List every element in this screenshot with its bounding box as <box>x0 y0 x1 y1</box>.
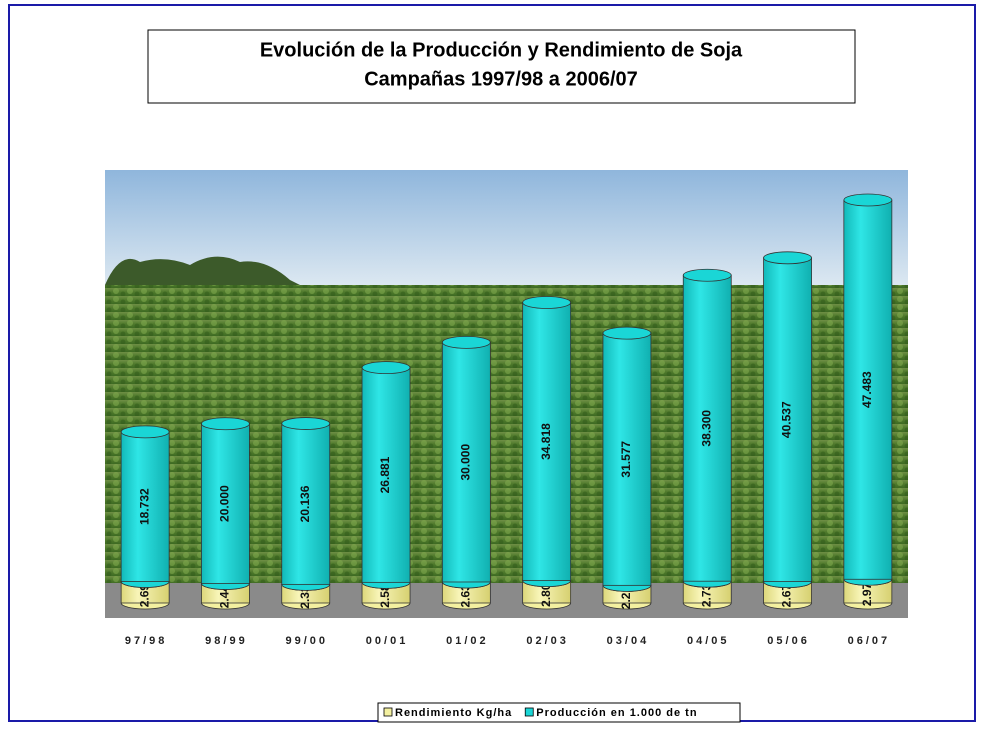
value-label: 20.136 <box>298 485 312 522</box>
bar <box>763 257 812 583</box>
value-label: 38.300 <box>699 410 713 447</box>
cylinder-top <box>120 425 170 439</box>
legend-box <box>377 702 741 723</box>
bar <box>201 423 250 584</box>
bar <box>120 431 170 582</box>
cylinder-top <box>682 268 732 282</box>
bar <box>361 367 411 583</box>
x-tick-label: 02/03 <box>526 635 569 647</box>
cylinder-top <box>201 417 250 431</box>
title-box <box>147 29 856 104</box>
legend-label: Rendimiento Kg/ha <box>395 707 512 719</box>
x-tick-label: 04/05 <box>687 635 730 647</box>
x-tick-label: 05/06 <box>767 635 810 647</box>
bar <box>441 341 491 583</box>
bar <box>522 302 572 582</box>
cylinder-top <box>281 417 331 430</box>
value-label: 30.000 <box>459 444 473 481</box>
legend-swatch <box>524 707 534 717</box>
value-label: 47.483 <box>860 371 874 408</box>
cylinder-top <box>361 361 411 375</box>
chart-title: Evolución de la Producción y Rendimiento… <box>260 39 743 61</box>
cylinder-top <box>602 326 652 340</box>
bar <box>843 199 893 580</box>
cylinder-top <box>441 335 491 349</box>
chart-subtitle: Campañas 1997/98 a 2006/07 <box>364 68 638 90</box>
x-tick-label: 01/02 <box>446 635 489 647</box>
x-tick-label: 06/07 <box>848 635 891 647</box>
legend-label: Producción en 1.000 de tn <box>536 707 697 719</box>
cylinder-top <box>843 193 893 207</box>
bar <box>682 274 732 582</box>
bar <box>281 423 331 585</box>
value-label: 31.577 <box>619 441 633 478</box>
value-label: 20.000 <box>218 485 232 522</box>
value-label: 34.818 <box>539 423 553 460</box>
x-tick-label: 98/99 <box>205 635 248 647</box>
cylinder-top <box>763 251 812 265</box>
value-label: 18.732 <box>137 488 151 525</box>
x-tick-label: 97/98 <box>125 635 168 647</box>
x-tick-label: 00/01 <box>366 635 409 647</box>
legend-swatch <box>383 707 393 717</box>
x-tick-label: 03/04 <box>607 635 650 647</box>
value-label: 26.881 <box>378 456 392 493</box>
cylinder-top <box>522 296 572 309</box>
x-tick-label: 99/00 <box>285 635 328 647</box>
value-label: 40.537 <box>780 401 794 438</box>
